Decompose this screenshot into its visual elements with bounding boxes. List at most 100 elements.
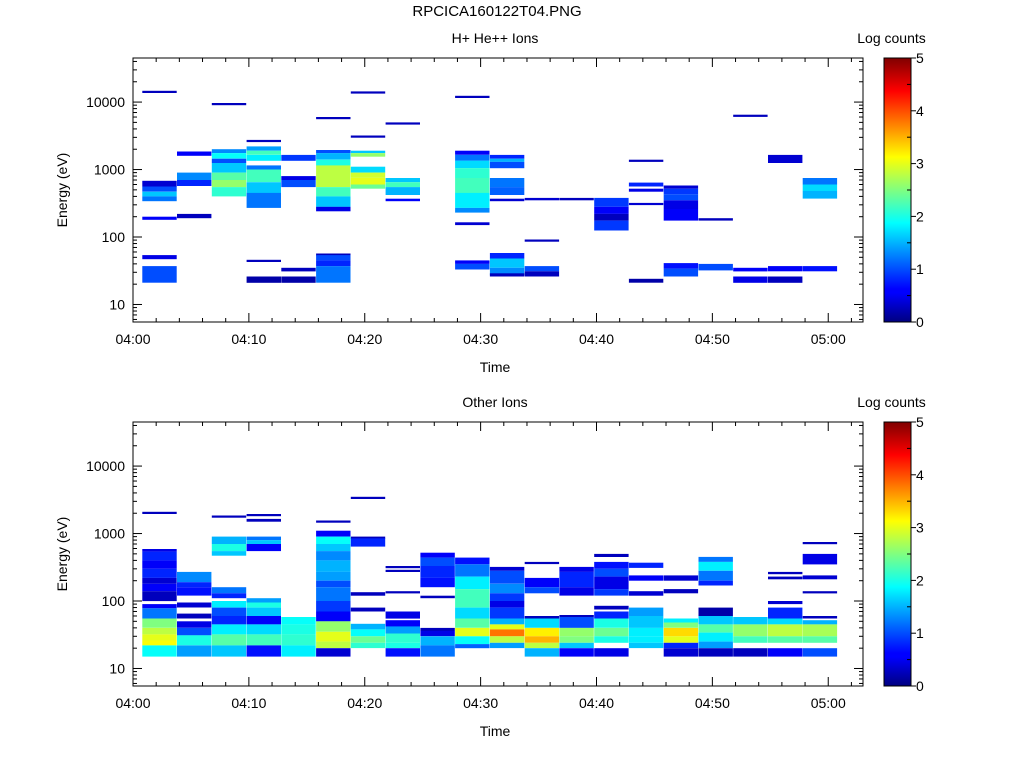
heatmap-cell <box>663 194 699 201</box>
x-tick-label: 04:10 <box>231 695 266 711</box>
x-tick-label: 04:30 <box>463 331 498 347</box>
heatmap-cell <box>455 636 490 645</box>
heatmap-cell <box>385 611 420 619</box>
heatmap-cell <box>316 150 351 154</box>
heatmap-cell <box>455 192 490 208</box>
heatmap-cell <box>211 536 247 544</box>
heatmap-cell <box>628 575 664 581</box>
heatmap-cell <box>524 618 560 628</box>
heatmap-cell <box>316 571 351 581</box>
heatmap-cell <box>802 636 838 643</box>
heatmap-cell <box>594 627 629 637</box>
heatmap-cell <box>594 611 629 619</box>
heatmap-cell <box>768 576 803 580</box>
heatmap-cell <box>316 255 351 261</box>
heatmap-cell <box>594 561 629 569</box>
heatmap-cell <box>663 263 699 269</box>
heatmap-cell <box>385 633 420 643</box>
heatmap-cell <box>246 598 281 603</box>
colorbar-tick-label: 0 <box>916 314 924 330</box>
heatmap-cell <box>211 607 247 616</box>
colorbar-label: Log counts <box>857 394 926 410</box>
heatmap-cell <box>489 570 525 584</box>
heatmap-cell <box>177 621 212 628</box>
heatmap-cell <box>698 580 733 586</box>
heatmap-cell <box>211 645 247 657</box>
heatmap-cell <box>142 551 177 561</box>
heatmap-cell <box>733 114 768 117</box>
heatmap-cell <box>177 172 212 180</box>
heatmap-cell <box>768 601 803 605</box>
heatmap-cell <box>455 576 490 590</box>
heatmap-cell <box>211 551 247 556</box>
heatmap-cell <box>316 580 351 588</box>
y-tick-label: 10 <box>109 296 125 312</box>
heatmap-cell <box>246 616 281 625</box>
heatmap-cell <box>663 622 699 628</box>
heatmap-cell <box>281 617 316 625</box>
heatmap-cell <box>142 90 177 93</box>
heatmap-cell <box>455 222 490 226</box>
heatmap-cell <box>211 593 247 599</box>
heatmap-cell <box>559 197 594 201</box>
heatmap-cell <box>663 188 699 195</box>
heatmap-cell <box>628 627 664 637</box>
heatmap-cell <box>733 617 768 625</box>
heatmap-cell <box>246 259 281 262</box>
heatmap-cell <box>594 206 629 214</box>
x-tick-label: 05:00 <box>811 331 846 347</box>
heatmap-cell <box>316 165 351 187</box>
y-tick-label: 10 <box>109 660 125 676</box>
x-tick-label: 04:30 <box>463 695 498 711</box>
heatmap-cell <box>350 184 386 189</box>
heatmap-cell <box>663 575 699 581</box>
heatmap-cell <box>281 276 316 283</box>
x-axis-label: Time <box>480 723 511 739</box>
heatmap-cell <box>768 607 803 619</box>
heatmap-cell <box>489 607 525 619</box>
heatmap-cell <box>316 266 351 283</box>
heatmap-cell <box>489 273 525 277</box>
heatmap-cell <box>768 636 803 643</box>
heatmap-cell <box>142 560 177 569</box>
heatmap-cell <box>142 568 177 578</box>
heatmap-cell <box>211 601 247 608</box>
heatmap-cell <box>420 595 455 599</box>
heatmap-cell <box>350 623 386 630</box>
heatmap-cell <box>211 634 247 646</box>
heatmap-cell <box>316 187 351 197</box>
y-tick-label: 100 <box>102 593 126 609</box>
heatmap-cell <box>559 615 594 618</box>
colorbar-tick-label: 4 <box>916 467 924 483</box>
heatmap-cell <box>802 191 838 199</box>
heatmap-cell <box>489 258 525 268</box>
heatmap-cell <box>385 122 420 125</box>
heatmap-cell <box>316 641 351 649</box>
heatmap-cell <box>316 253 351 256</box>
x-tick-label: 04:00 <box>115 331 150 347</box>
heatmap-cell <box>768 276 803 283</box>
heatmap-cell <box>698 641 733 649</box>
heatmap-cell <box>802 616 838 619</box>
heatmap-cell <box>455 260 490 264</box>
heatmap-cell <box>698 570 733 581</box>
heatmap-cell <box>733 648 768 657</box>
heatmap-cell <box>524 271 560 277</box>
colorbar-tick-label: 2 <box>916 572 924 588</box>
heatmap-cell <box>628 616 664 628</box>
x-tick-label: 04:20 <box>347 331 382 347</box>
heatmap-cell <box>246 146 281 151</box>
heatmap-cell <box>350 496 386 499</box>
heatmap-cell <box>281 154 316 161</box>
heatmap-cell <box>489 618 525 625</box>
heatmap-cell <box>211 544 247 552</box>
heatmap-cell <box>177 180 212 186</box>
heatmap-cell <box>281 645 316 657</box>
heatmap-cell <box>733 636 768 643</box>
heatmap-cell <box>385 620 420 627</box>
heatmap-cell <box>455 207 490 213</box>
heatmap-cell <box>142 191 177 197</box>
heatmap-cell <box>142 583 177 592</box>
heatmap-cell <box>177 213 212 219</box>
heatmap-cell <box>246 624 281 635</box>
